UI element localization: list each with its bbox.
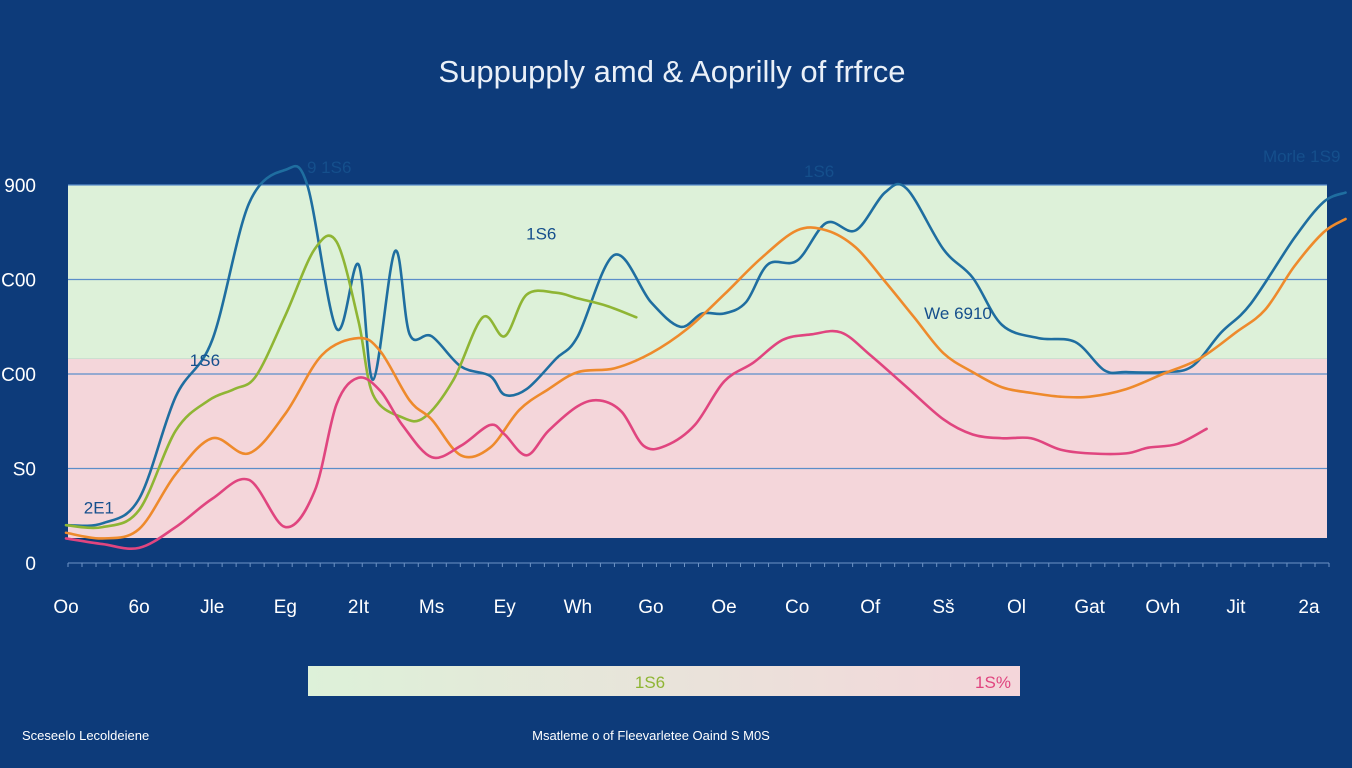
x-tick-label: Wh [564, 597, 593, 618]
data-label: 2E1 [84, 498, 114, 517]
x-tick-label: Oo [53, 597, 78, 618]
data-label: 9 1S6 [307, 158, 351, 177]
x-tick-label: Ey [494, 597, 517, 618]
y-tick-label: C00 [1, 365, 36, 386]
x-tick-label: Jle [200, 597, 224, 618]
x-tick-label: Ovh [1145, 597, 1180, 618]
series-line-0 [64, 165, 1347, 528]
x-tick-label: Jit [1226, 597, 1246, 618]
x-tick-label: Ol [1007, 597, 1026, 618]
x-tick-label: Oe [711, 597, 736, 618]
x-tick-label: 6o [129, 597, 150, 618]
legend-label: 1S% [975, 673, 1011, 692]
background-band [68, 185, 1327, 359]
x-tick-label: Go [638, 597, 663, 618]
data-label: 1S6 [804, 162, 834, 181]
x-axis-ticks: Oo 6o Jle Eg 2It Ms Ey Wh Go Oe Co Of Sš Ol Gat Ovh Jit 2… [53, 597, 1320, 618]
x-tick-label: Of [860, 597, 881, 618]
x-tick-label: Gat [1074, 597, 1105, 618]
series-line-3 [64, 329, 1208, 551]
chart-title: Suppupply amd & Aoprilly of frfrce [439, 54, 906, 89]
annotations: 9 1S6 1S6 1S6 1S6 2E1 We 6910 Morle 1S9 [84, 147, 1341, 518]
series-line-2 [64, 217, 1347, 540]
series-lines [64, 165, 1347, 551]
y-tick-label: 900 [4, 176, 36, 197]
x-tick-label: Eg [274, 597, 297, 618]
data-label: Morle 1S9 [1263, 147, 1340, 166]
data-label: 1S6 [526, 224, 556, 243]
legend: 1S6 1S% [308, 666, 1020, 696]
y-axis-ticks: 0 S0 C00 C00 900 [1, 176, 36, 575]
y-tick-label: 0 [25, 554, 36, 575]
x-tick-label: 2It [348, 597, 370, 618]
x-tick-label: Ms [419, 597, 444, 618]
y-tick-label: C00 [1, 271, 36, 292]
x-tick-label: Co [785, 597, 809, 618]
x-tick-label: 2a [1298, 597, 1320, 618]
source-left: Sceseelo Lecoldeiene [22, 728, 149, 743]
x-tick-label: Sš [932, 597, 954, 618]
y-tick-label: S0 [13, 460, 36, 481]
grid-lines [67, 184, 1330, 567]
data-label: 1S6 [190, 351, 220, 370]
source-center: Msatleme o of Fleevarletee Oaind S M0S [532, 728, 770, 743]
legend-label: 1S6 [635, 673, 665, 692]
data-label: We 6910 [924, 304, 992, 323]
plot-background [68, 185, 1327, 538]
background-band [68, 358, 1327, 538]
